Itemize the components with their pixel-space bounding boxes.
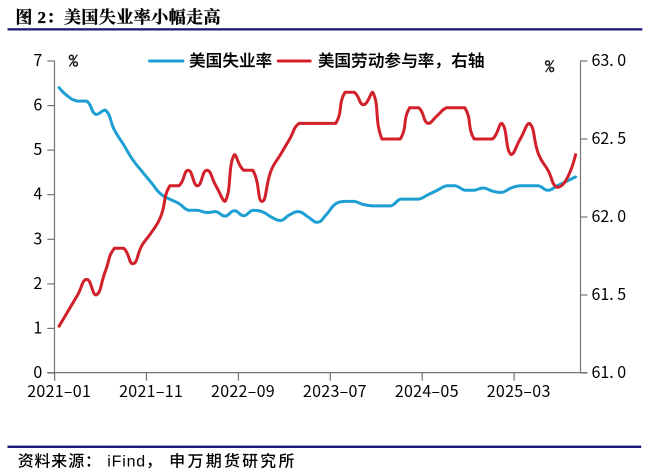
svg-text:申万期货研究所: 申万期货研究所 xyxy=(169,452,296,471)
svg-text:2021–11: 2021–11 xyxy=(119,378,183,402)
svg-text:63. 0: 63. 0 xyxy=(592,47,627,71)
svg-text:2021–01: 2021–01 xyxy=(27,378,91,402)
svg-text:3: 3 xyxy=(33,225,42,249)
svg-text:2022–09: 2022–09 xyxy=(211,378,275,402)
svg-text:5: 5 xyxy=(33,136,42,160)
svg-text:0: 0 xyxy=(33,359,42,383)
svg-text:2025–03: 2025–03 xyxy=(487,378,551,402)
svg-text:图 2：美国失业率小幅走高: 图 2：美国失业率小幅走高 xyxy=(15,7,221,27)
svg-text:资料来源：: 资料来源： xyxy=(18,452,102,471)
svg-text:61. 5: 61. 5 xyxy=(592,281,627,305)
svg-text:61. 0: 61. 0 xyxy=(592,359,627,383)
svg-text:62. 0: 62. 0 xyxy=(592,203,627,227)
svg-text:iFind，: iFind， xyxy=(107,454,162,471)
svg-text:6: 6 xyxy=(33,92,42,116)
svg-text:美国失业率: 美国失业率 xyxy=(189,52,272,71)
svg-text:4: 4 xyxy=(33,181,42,205)
svg-text:7: 7 xyxy=(33,47,42,71)
svg-text:62. 5: 62. 5 xyxy=(592,125,627,149)
svg-text:2024–05: 2024–05 xyxy=(395,378,459,402)
svg-text:美国劳动参与率，右轴: 美国劳动参与率，右轴 xyxy=(318,52,485,71)
svg-text:2023–07: 2023–07 xyxy=(303,378,367,402)
svg-text:1: 1 xyxy=(33,314,42,338)
svg-text:2: 2 xyxy=(33,270,42,294)
